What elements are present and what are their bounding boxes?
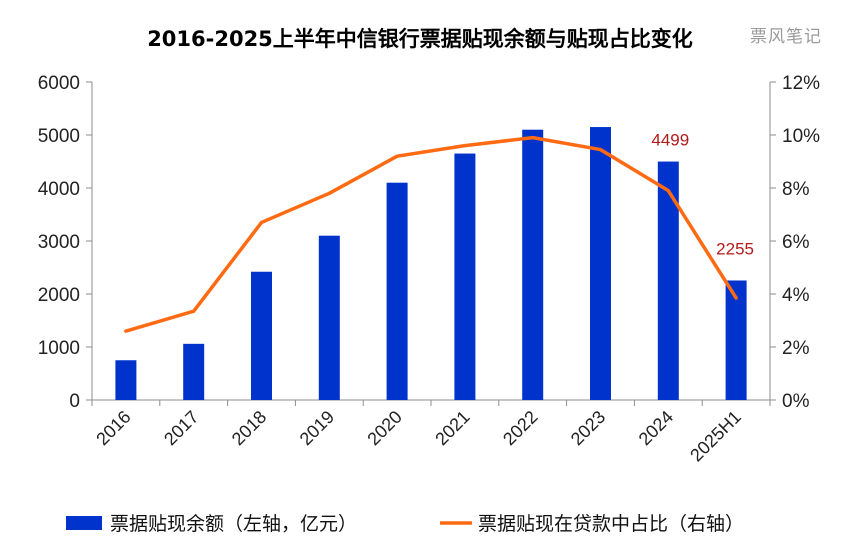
- data-label: 2255: [716, 239, 754, 258]
- y-left-tick-label: 5000: [38, 126, 80, 147]
- line-point: [531, 136, 535, 140]
- x-tick-label: 2016: [92, 407, 134, 449]
- y-right-tick-label: 8%: [782, 179, 810, 200]
- bar: [386, 182, 408, 400]
- x-tick-label: 2021: [431, 407, 473, 449]
- y-right-tick-label: 10%: [782, 126, 820, 147]
- y-right-tick-label: 0%: [782, 391, 810, 412]
- line-series: [124, 135, 738, 333]
- line-point: [395, 154, 399, 158]
- chart-title: 2016-2025上半年中信银行票据贴现余额与贴现占比变化: [147, 27, 693, 51]
- data-label: 4499: [651, 131, 689, 150]
- x-tick-label: 2018: [228, 407, 270, 449]
- x-tick-label: 2025H1: [686, 407, 745, 466]
- line-point: [260, 220, 263, 224]
- line-point: [666, 189, 670, 193]
- bar-series: [115, 127, 747, 401]
- y-left-tick-label: 6000: [38, 73, 80, 94]
- line-point: [124, 329, 128, 333]
- y-left-tick-label: 2000: [38, 285, 80, 306]
- bar: [590, 127, 611, 401]
- line-point: [734, 296, 738, 300]
- bar: [454, 153, 476, 400]
- watermark: 票风笔记: [750, 27, 822, 47]
- y-right-tick-label: 12%: [782, 73, 820, 94]
- x-tick-label: 2023: [567, 407, 609, 449]
- legend-label-bar: 票据贴现余额（左轴，亿元）: [110, 513, 357, 535]
- y-left-tick-label: 3000: [38, 232, 80, 253]
- line-point: [463, 144, 467, 148]
- x-tick-label: 2020: [363, 407, 405, 449]
- legend-label-line: 票据贴现在贷款中占比（右轴）: [478, 513, 744, 535]
- line-point: [192, 309, 196, 313]
- x-tick-label: 2019: [296, 407, 338, 449]
- line-path: [124, 135, 738, 333]
- line-point: [599, 148, 602, 152]
- x-tick-label: 2024: [635, 407, 677, 449]
- bar: [183, 343, 205, 400]
- y-right-tick-label: 6%: [782, 232, 810, 253]
- y-right-tick-label: 2%: [782, 338, 810, 359]
- y-right-tick-label: 4%: [782, 285, 810, 306]
- y-left-tick-label: 0: [69, 391, 80, 412]
- bar: [657, 161, 679, 400]
- bar: [115, 360, 137, 400]
- bar: [725, 280, 747, 400]
- legend-swatch-bar: [66, 516, 102, 530]
- bar: [318, 235, 340, 400]
- bar: [251, 271, 272, 400]
- data-labels: 4499 2255: [651, 131, 754, 259]
- bar: [522, 129, 544, 400]
- axes: 0 1000 2000 3000 4000 5000 6000 0% 2% 4% 6% 8% 10% 12…: [38, 73, 820, 465]
- legend: 票据贴现余额（左轴，亿元） 票据贴现在贷款中占比（右轴）: [66, 513, 744, 535]
- y-left-tick-label: 1000: [38, 338, 80, 359]
- line-point: [327, 191, 331, 195]
- x-tick-label: 2017: [160, 407, 202, 449]
- y-left-tick-label: 4000: [38, 179, 80, 200]
- x-tick-label: 2022: [499, 407, 541, 449]
